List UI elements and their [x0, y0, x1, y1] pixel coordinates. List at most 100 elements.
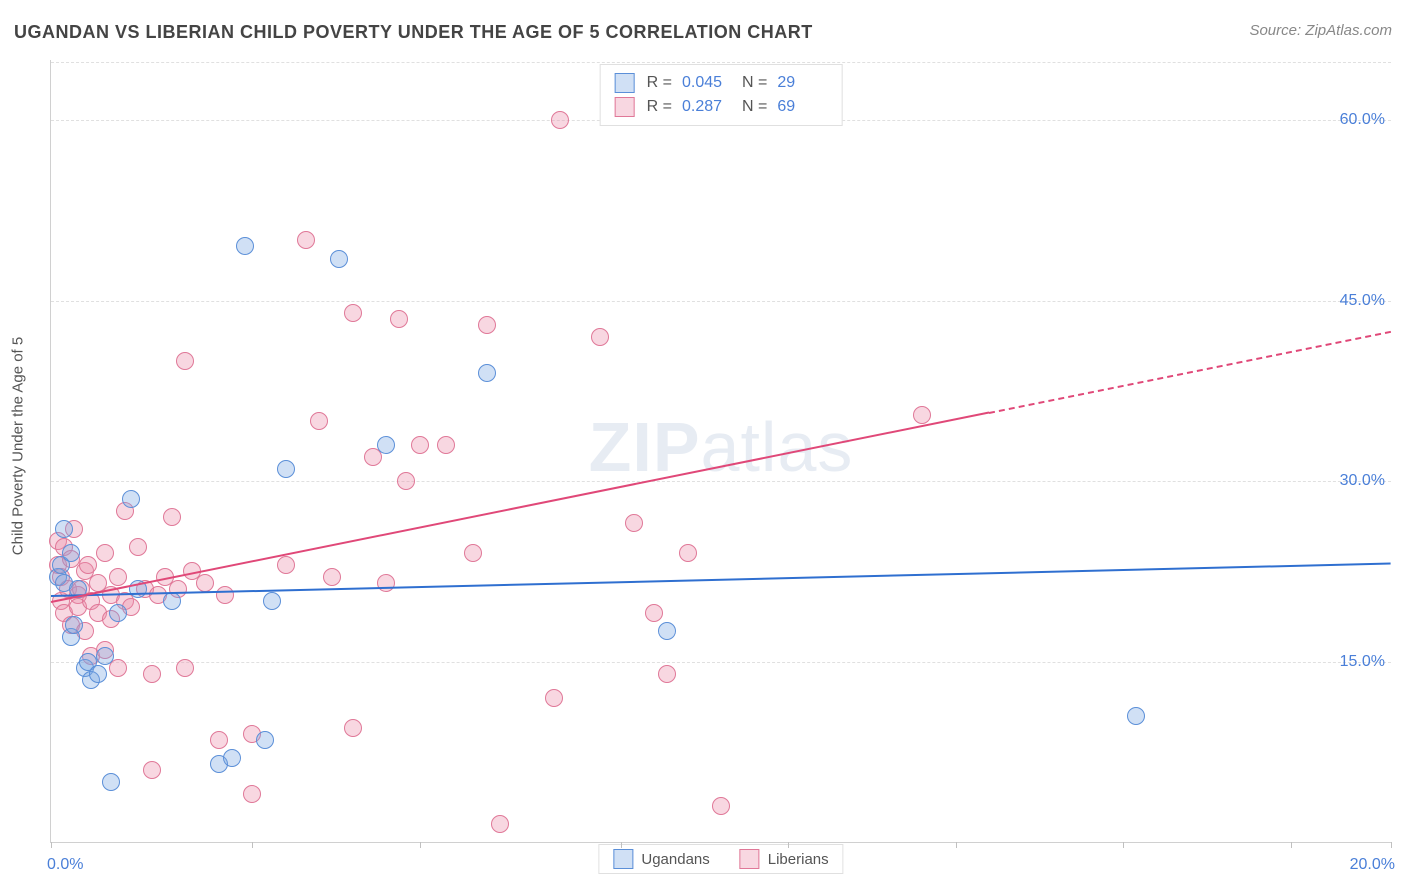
- gridline: [51, 301, 1391, 302]
- x-tick: [1123, 842, 1124, 848]
- data-point-liberians: [210, 731, 228, 749]
- data-point-ugandans: [89, 665, 107, 683]
- trendline-liberians: [51, 412, 989, 603]
- data-point-liberians: [591, 328, 609, 346]
- stat-n-ugandans: 29: [777, 74, 827, 92]
- data-point-liberians: [645, 604, 663, 622]
- legend-row-ugandans: R = 0.045 N = 29: [615, 71, 828, 95]
- x-axis-max-label: 20.0%: [1350, 856, 1395, 874]
- x-tick: [51, 842, 52, 848]
- data-point-liberians: [397, 472, 415, 490]
- data-point-liberians: [277, 556, 295, 574]
- data-point-liberians: [551, 111, 569, 129]
- stat-label-n: N =: [742, 74, 767, 92]
- data-point-liberians: [143, 665, 161, 683]
- legend-item-liberians: Liberians: [740, 849, 829, 869]
- y-tick-label: 15.0%: [1340, 653, 1385, 671]
- data-point-liberians: [344, 304, 362, 322]
- data-point-liberians: [163, 508, 181, 526]
- x-axis-min-label: 0.0%: [47, 856, 83, 874]
- data-point-liberians: [712, 797, 730, 815]
- legend-label-ugandans: Ugandans: [641, 851, 709, 868]
- data-point-ugandans: [96, 647, 114, 665]
- y-tick-label: 60.0%: [1340, 111, 1385, 129]
- legend-label-liberians: Liberians: [768, 851, 829, 868]
- data-point-liberians: [679, 544, 697, 562]
- data-point-liberians: [196, 574, 214, 592]
- data-point-liberians: [129, 538, 147, 556]
- y-tick-label: 30.0%: [1340, 472, 1385, 490]
- data-point-ugandans: [65, 616, 83, 634]
- stat-label-r: R =: [647, 98, 672, 116]
- y-axis-label: Child Poverty Under the Age of 5: [10, 337, 27, 555]
- data-point-ugandans: [1127, 707, 1145, 725]
- x-tick: [956, 842, 957, 848]
- data-point-liberians: [323, 568, 341, 586]
- data-point-liberians: [437, 436, 455, 454]
- data-point-liberians: [913, 406, 931, 424]
- data-point-liberians: [297, 231, 315, 249]
- data-point-ugandans: [163, 592, 181, 610]
- swatch-liberians: [740, 849, 760, 869]
- data-point-ugandans: [102, 773, 120, 791]
- swatch-liberians: [615, 97, 635, 117]
- data-point-ugandans: [330, 250, 348, 268]
- swatch-ugandans: [613, 849, 633, 869]
- data-point-ugandans: [263, 592, 281, 610]
- data-point-ugandans: [223, 749, 241, 767]
- data-point-liberians: [411, 436, 429, 454]
- stat-n-liberians: 69: [777, 98, 827, 116]
- source-attribution: Source: ZipAtlas.com: [1249, 22, 1392, 39]
- legend-row-liberians: R = 0.287 N = 69: [615, 95, 828, 119]
- data-point-liberians: [79, 556, 97, 574]
- data-point-liberians: [390, 310, 408, 328]
- y-tick-label: 45.0%: [1340, 292, 1385, 310]
- data-point-liberians: [310, 412, 328, 430]
- gridline: [51, 662, 1391, 663]
- stat-label-n: N =: [742, 98, 767, 116]
- legend-item-ugandans: Ugandans: [613, 849, 709, 869]
- data-point-ugandans: [62, 544, 80, 562]
- x-tick: [1291, 842, 1292, 848]
- data-point-ugandans: [256, 731, 274, 749]
- stat-r-ugandans: 0.045: [682, 74, 732, 92]
- data-point-ugandans: [277, 460, 295, 478]
- chart-title: UGANDAN VS LIBERIAN CHILD POVERTY UNDER …: [14, 22, 813, 43]
- x-tick: [1391, 842, 1392, 848]
- data-point-ugandans: [377, 436, 395, 454]
- series-legend: Ugandans Liberians: [598, 844, 843, 874]
- data-point-ugandans: [658, 622, 676, 640]
- data-point-liberians: [243, 785, 261, 803]
- trendline-ugandans: [51, 563, 1391, 597]
- data-point-ugandans: [122, 490, 140, 508]
- gridline: [51, 62, 1391, 63]
- data-point-liberians: [478, 316, 496, 334]
- data-point-liberians: [377, 574, 395, 592]
- gridline: [51, 481, 1391, 482]
- correlation-legend: R = 0.045 N = 29 R = 0.287 N = 69: [600, 64, 843, 126]
- data-point-liberians: [216, 586, 234, 604]
- data-point-liberians: [109, 659, 127, 677]
- data-point-liberians: [464, 544, 482, 562]
- stat-r-liberians: 0.287: [682, 98, 732, 116]
- trendline-liberians-dashed: [989, 331, 1391, 414]
- data-point-ugandans: [55, 520, 73, 538]
- data-point-liberians: [625, 514, 643, 532]
- chart-plot-area: ZIPatlas R = 0.045 N = 29 R = 0.287 N = …: [50, 60, 1391, 843]
- stat-label-r: R =: [647, 74, 672, 92]
- data-point-ugandans: [109, 604, 127, 622]
- data-point-liberians: [109, 568, 127, 586]
- data-point-liberians: [96, 544, 114, 562]
- swatch-ugandans: [615, 73, 635, 93]
- data-point-liberians: [658, 665, 676, 683]
- data-point-ugandans: [478, 364, 496, 382]
- x-tick: [252, 842, 253, 848]
- data-point-liberians: [143, 761, 161, 779]
- x-tick: [621, 842, 622, 848]
- x-tick: [420, 842, 421, 848]
- data-point-liberians: [545, 689, 563, 707]
- data-point-ugandans: [236, 237, 254, 255]
- data-point-liberians: [176, 352, 194, 370]
- data-point-liberians: [176, 659, 194, 677]
- data-point-liberians: [344, 719, 362, 737]
